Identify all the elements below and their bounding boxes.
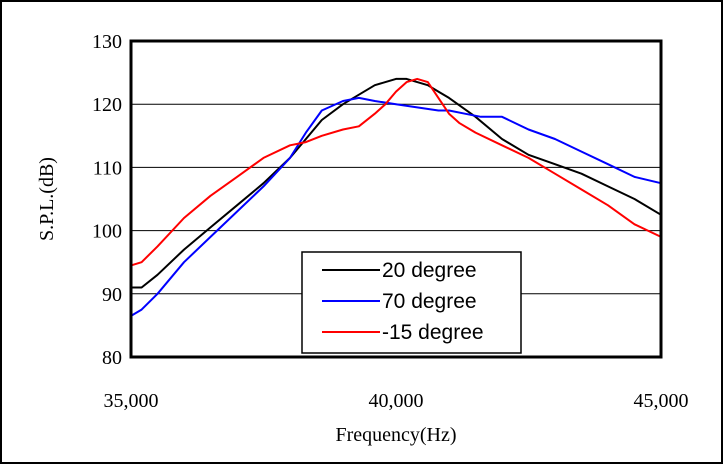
- y-tick-label: 80: [102, 347, 122, 369]
- y-tick-label: 110: [93, 157, 122, 179]
- plot-area: [129, 39, 663, 359]
- series-lines: [130, 77, 662, 317]
- series-line-0: [131, 77, 662, 289]
- x-tick-label: 35,000: [104, 390, 159, 412]
- x-tick-label: 45,000: [634, 390, 689, 412]
- series-line-1: [130, 96, 662, 317]
- y-tick-labels: 80 90 100 110 120 130: [92, 31, 122, 369]
- legend-label-20-degree: 20 degree: [382, 259, 477, 282]
- x-tick-label: 40,000: [369, 390, 424, 412]
- y-axis-label: S.P.L.(dB): [36, 157, 58, 241]
- y-tick-label: 120: [92, 94, 122, 116]
- legend: 20 degree 70 degree -15 degree: [301, 251, 522, 354]
- legend-label-minus-15-degree: -15 degree: [382, 321, 484, 344]
- y-tick-label: 90: [102, 284, 122, 306]
- series-line-2: [130, 77, 662, 267]
- x-axis-label: Frequency(Hz): [335, 424, 456, 446]
- legend-label-70-degree: 70 degree: [382, 290, 477, 313]
- legend-box: [301, 251, 522, 354]
- y-tick-label: 130: [92, 31, 122, 53]
- y-tick-label: 100: [92, 221, 122, 243]
- x-tick-labels: 35,000 40,000 45,000: [104, 390, 689, 412]
